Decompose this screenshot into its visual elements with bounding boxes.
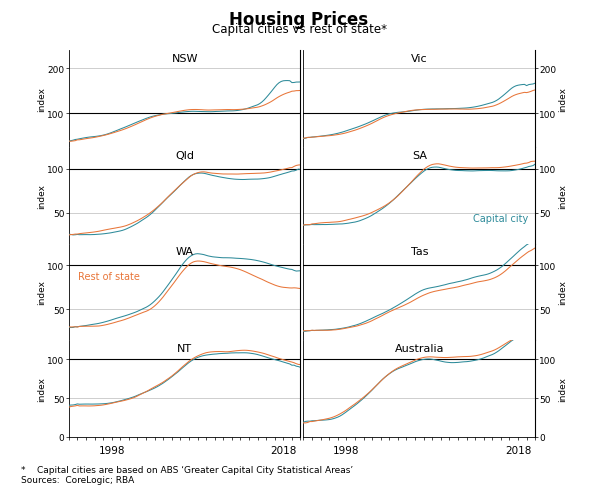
Y-axis label: index: index [558, 376, 567, 401]
Text: NSW: NSW [172, 54, 198, 64]
Y-axis label: index: index [37, 87, 46, 112]
Text: WA: WA [176, 247, 194, 257]
Text: Capital city: Capital city [473, 213, 528, 223]
Y-axis label: index: index [558, 87, 567, 112]
Text: *    Capital cities are based on ABS ‘Greater Capital City Statistical Areas’
So: * Capital cities are based on ABS ‘Great… [21, 465, 353, 484]
Text: Vic: Vic [411, 54, 428, 64]
Y-axis label: index: index [558, 280, 567, 305]
Y-axis label: index: index [37, 376, 46, 401]
Text: SA: SA [412, 150, 427, 161]
Text: Qld: Qld [175, 150, 194, 161]
Text: Australia: Australia [395, 343, 444, 353]
Text: Capital cities vs rest of state*: Capital cities vs rest of state* [212, 23, 386, 36]
Text: Tas: Tas [411, 247, 428, 257]
Text: NT: NT [177, 343, 192, 353]
Y-axis label: index: index [558, 183, 567, 208]
Text: Housing Prices: Housing Prices [230, 11, 368, 29]
Y-axis label: index: index [37, 183, 46, 208]
Text: Rest of state: Rest of state [78, 271, 140, 281]
Y-axis label: index: index [37, 280, 46, 305]
